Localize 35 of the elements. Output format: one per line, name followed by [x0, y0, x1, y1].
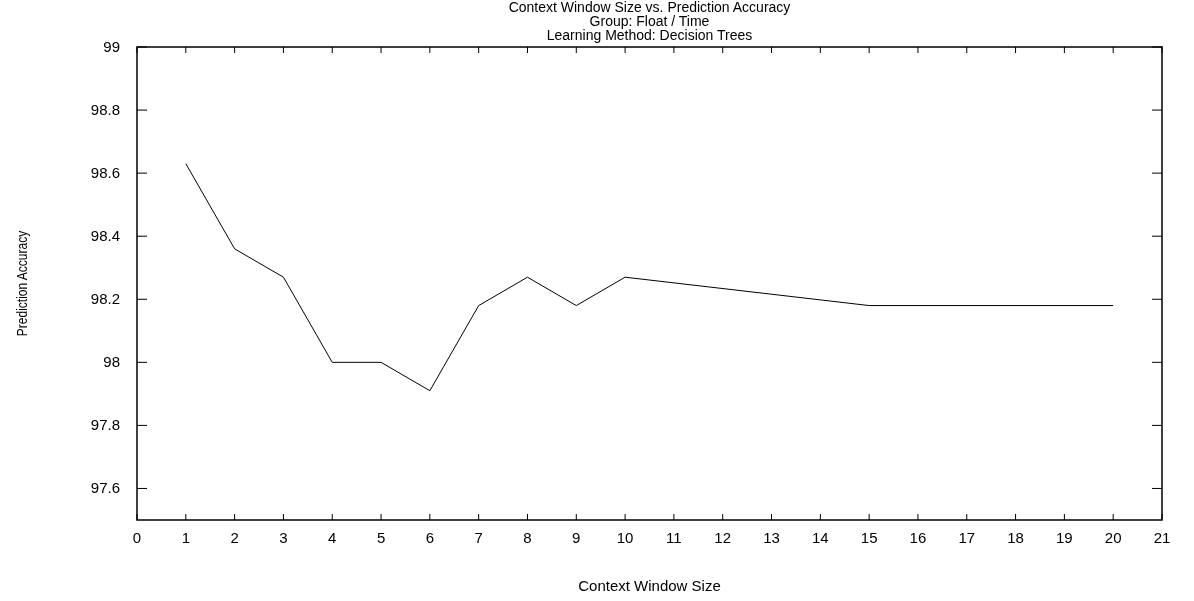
x-tick-label: 12	[714, 529, 732, 546]
x-tick-label: 21	[1153, 529, 1171, 546]
x-tick-label: 20	[1104, 529, 1122, 546]
x-tick-label: 4	[328, 529, 337, 546]
x-tick-label: 3	[279, 529, 288, 546]
y-tick-label: 98	[103, 353, 120, 371]
chart-title: Context Window Size vs. Prediction Accuracy	[508, 0, 791, 15]
x-tick-label: 14	[811, 529, 829, 546]
x-tick-label: 0	[132, 529, 142, 546]
x-tick-label: 18	[1007, 529, 1024, 546]
x-tick-label: 1	[181, 529, 190, 546]
y-tick-label: 98.4	[90, 227, 120, 245]
x-tick-label: 6	[425, 529, 435, 546]
x-tick-label: 11	[666, 529, 682, 546]
x-tick-label: 15	[860, 529, 878, 546]
x-axis-title: Context Window Size	[578, 577, 721, 594]
chart-subtitle: Group: Float / Time Learning Method: Decision Trees	[546, 13, 753, 43]
x-tick-label: 7	[474, 529, 483, 546]
x-tick-label: 17	[958, 529, 976, 546]
x-tick-label: 13	[763, 529, 780, 546]
y-axis-title: Prediction Accuracy	[13, 230, 31, 337]
x-tick-label: 2	[230, 529, 239, 546]
x-tick-label: 10	[616, 529, 634, 546]
y-tick-label: 97.6	[90, 479, 120, 497]
y-tick-label: 98.2	[90, 290, 120, 308]
y-tick-label: 98.8	[90, 101, 120, 119]
x-tick-label: 5	[376, 529, 386, 546]
y-tick-label: 97.8	[90, 416, 120, 434]
x-tick-label: 19	[1056, 529, 1073, 546]
x-tick-label: 9	[572, 529, 581, 546]
x-tick-label: 8	[523, 529, 532, 546]
line-series	[185, 163, 1114, 392]
x-tick-label: 16	[909, 529, 927, 546]
y-tick-label: 99	[103, 38, 120, 55]
y-tick-label: 98.6	[90, 164, 120, 182]
